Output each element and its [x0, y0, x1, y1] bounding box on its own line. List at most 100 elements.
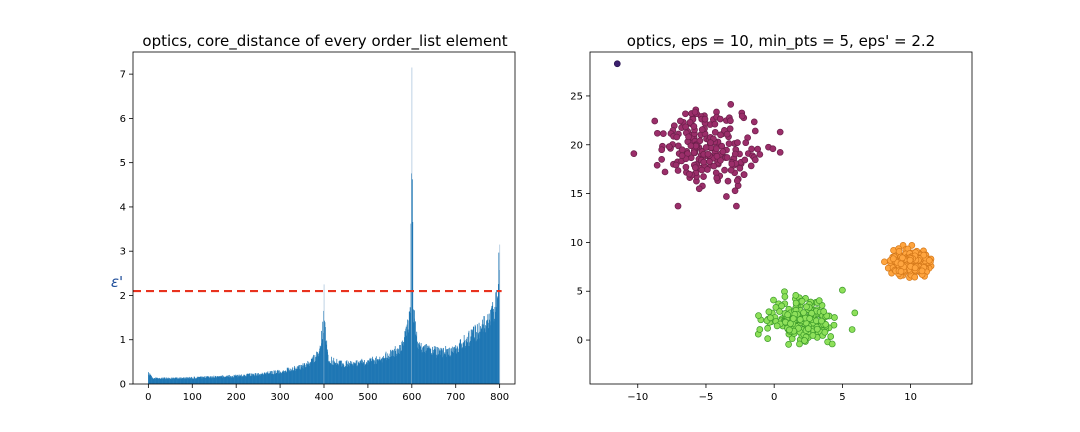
scatter-point [682, 110, 689, 118]
bar [214, 377, 216, 384]
bar [458, 348, 460, 384]
bar [287, 367, 289, 384]
bar [382, 355, 384, 384]
bar [245, 375, 247, 384]
bar [382, 357, 383, 384]
scatter-point [674, 202, 682, 210]
bar [403, 342, 405, 384]
bar [444, 353, 445, 384]
y-tick-label: 5 [577, 287, 583, 298]
bar [191, 378, 193, 384]
bar [477, 332, 479, 384]
bar [296, 368, 298, 384]
bar [203, 377, 205, 384]
bar [443, 347, 444, 384]
bar [478, 334, 480, 384]
bar [263, 374, 264, 384]
bar [249, 373, 250, 384]
bar [206, 377, 208, 384]
bar [404, 331, 406, 384]
bar [268, 373, 270, 384]
bar [157, 378, 159, 384]
bar [424, 345, 425, 384]
bar [197, 376, 199, 384]
bar [195, 378, 196, 384]
bar [459, 339, 461, 384]
bar [354, 362, 356, 384]
scatter-point [920, 251, 928, 259]
bar [196, 376, 198, 384]
bar [356, 360, 358, 384]
bar [175, 377, 177, 384]
bar [263, 373, 265, 384]
scatter-point [765, 308, 773, 316]
scatter-point [751, 156, 759, 164]
scatter-point [906, 256, 914, 264]
bar [234, 375, 236, 384]
bar [291, 369, 293, 384]
scatter-point [676, 117, 684, 125]
scatter-point [804, 325, 812, 332]
series-noise [613, 60, 621, 68]
scatter-point [778, 302, 785, 310]
scatter-point [851, 309, 859, 317]
bar [403, 341, 404, 384]
bar [494, 306, 496, 384]
scatter-point [839, 286, 846, 294]
bar [388, 355, 389, 384]
bar [303, 368, 304, 384]
bar [326, 351, 328, 384]
bar [148, 375, 150, 384]
bar [345, 366, 346, 384]
bar [322, 332, 324, 384]
bar [400, 350, 402, 384]
bar [481, 324, 483, 384]
y-tick-label: 7 [120, 70, 126, 81]
bar [253, 374, 254, 384]
bar [471, 329, 473, 384]
bar [447, 351, 448, 384]
bar [148, 374, 150, 384]
bar [346, 362, 347, 384]
bar [274, 371, 275, 384]
bar [483, 324, 484, 384]
bar [389, 356, 390, 384]
bar [341, 362, 343, 384]
bar [328, 362, 330, 384]
bar [243, 374, 245, 384]
bar [474, 337, 476, 384]
bar [319, 348, 321, 384]
scatter-point [770, 296, 777, 304]
bar [426, 348, 428, 384]
bar [302, 367, 303, 384]
series-cluster-2 [754, 286, 859, 348]
bar [279, 373, 281, 384]
bar [168, 377, 170, 384]
bar [462, 342, 464, 384]
bar [380, 358, 382, 384]
bar [208, 377, 209, 384]
bar [447, 349, 449, 384]
bar [311, 358, 313, 384]
bar [198, 377, 200, 384]
bar [366, 361, 368, 384]
bar [313, 362, 315, 384]
bar [313, 354, 314, 384]
bar [487, 328, 489, 384]
scatter-point [713, 145, 720, 153]
bar [408, 320, 410, 384]
bar [188, 378, 190, 384]
bar [330, 363, 332, 384]
bar [173, 378, 174, 384]
scatter-point [613, 60, 621, 68]
bar [228, 377, 230, 384]
bar [417, 343, 419, 384]
bar [383, 357, 385, 384]
bar [249, 375, 251, 384]
scatter-point [672, 161, 680, 169]
bar [299, 365, 300, 384]
bar [347, 363, 349, 384]
bar [390, 349, 391, 384]
bar [391, 356, 393, 384]
scatter-point [742, 139, 750, 147]
